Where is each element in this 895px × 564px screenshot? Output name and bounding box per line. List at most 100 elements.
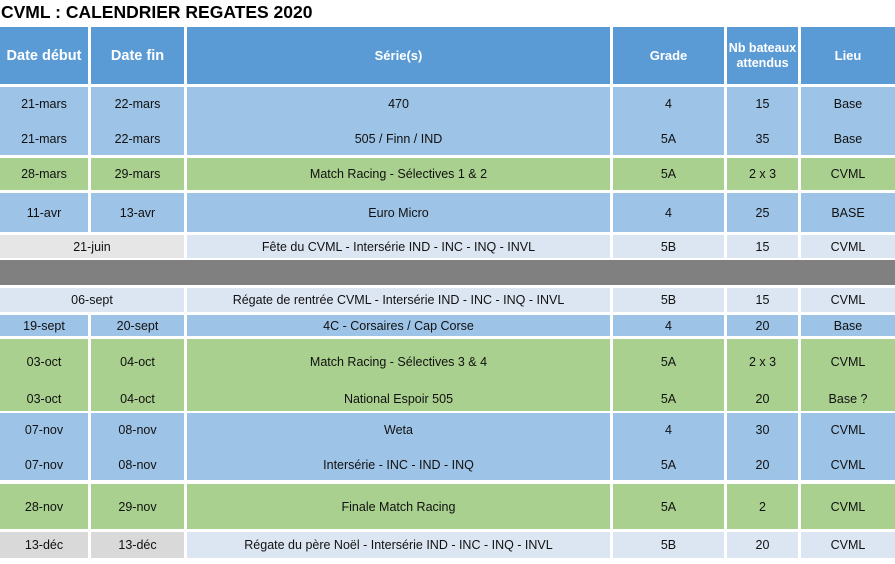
cell-series: Intersérie - INC - IND - INQ bbox=[323, 458, 474, 472]
cell-date-debut: 21-mars bbox=[21, 97, 67, 111]
cell-grade: 4 bbox=[613, 193, 724, 232]
cell-nb-bateaux: 2 bbox=[727, 484, 798, 529]
block-background bbox=[91, 413, 184, 480]
cell-date: 06-sept bbox=[0, 288, 184, 312]
season-separator bbox=[0, 260, 895, 285]
block-background bbox=[801, 87, 895, 155]
header-date-debut: Date début bbox=[0, 27, 88, 84]
page-title: CVML : CALENDRIER REGATES 2020 bbox=[1, 2, 313, 22]
cell-series: Régate du père Noël - Intersérie IND - I… bbox=[187, 532, 610, 558]
cell-nb-bateaux: 15 bbox=[755, 97, 770, 111]
cell-date-fin: 08-nov bbox=[118, 423, 157, 437]
cell-grade: 4 bbox=[613, 315, 724, 336]
block-background bbox=[0, 339, 88, 411]
cell-lieu: CVML bbox=[801, 288, 895, 312]
cell-date-debut: 28-mars bbox=[0, 158, 88, 190]
cell-series: National Espoir 505 bbox=[343, 392, 454, 406]
cell-series: Match Racing - Sélectives 3 & 4 bbox=[309, 355, 488, 369]
cell-series: 4C - Corsaires / Cap Corse bbox=[187, 315, 610, 336]
header-series: Série(s) bbox=[187, 27, 610, 84]
block-background bbox=[727, 413, 798, 480]
cell-series: 470 bbox=[388, 97, 409, 111]
cell-grade: 5B bbox=[613, 235, 724, 258]
cell-nb-bateaux: 35 bbox=[755, 132, 770, 146]
cell-grade: 5A bbox=[660, 392, 677, 406]
cell-nb-bateaux: 15 bbox=[727, 288, 798, 312]
cell-nb-bateaux: 2 x 3 bbox=[727, 158, 798, 190]
cell-lieu: CVML bbox=[830, 423, 866, 437]
block-background bbox=[187, 339, 610, 411]
cell-lieu: Base ? bbox=[828, 392, 868, 406]
cell-date-debut: 03-oct bbox=[26, 355, 62, 369]
cell-lieu: CVML bbox=[830, 458, 866, 472]
cell-date-fin: 08-nov bbox=[118, 458, 157, 472]
header-nb-bateaux: Nb bateaux attendus bbox=[727, 27, 798, 84]
block-background bbox=[187, 87, 610, 155]
cell-grade: 5B bbox=[613, 532, 724, 558]
cell-date-fin: 29-mars bbox=[91, 158, 184, 190]
cell-nb-bateaux: 20 bbox=[755, 392, 770, 406]
cell-nb-bateaux: 30 bbox=[755, 423, 770, 437]
block-background bbox=[727, 87, 798, 155]
cell-series: Régate de rentrée CVML - Intersérie IND … bbox=[187, 288, 610, 312]
cell-grade: 4 bbox=[665, 423, 672, 437]
cell-grade: 5B bbox=[613, 288, 724, 312]
cell-date-debut: 07-nov bbox=[24, 458, 64, 472]
cell-lieu: Base bbox=[801, 315, 895, 336]
cell-date-fin: 04-oct bbox=[120, 355, 155, 369]
cell-nb-bateaux: 25 bbox=[727, 193, 798, 232]
block-background bbox=[613, 87, 724, 155]
cell-nb-bateaux: 20 bbox=[727, 315, 798, 336]
block-background bbox=[801, 339, 895, 411]
cell-series: Match Racing - Sélectives 1 & 2 bbox=[187, 158, 610, 190]
cell-date: 21-juin bbox=[0, 235, 184, 258]
cell-date-fin: 29-nov bbox=[91, 484, 184, 529]
cell-nb-bateaux: 20 bbox=[727, 532, 798, 558]
cell-date-fin: 22-mars bbox=[114, 132, 161, 146]
block-background bbox=[613, 413, 724, 480]
block-background bbox=[91, 339, 184, 411]
cell-date-debut: 19-sept bbox=[0, 315, 88, 336]
cell-date-fin: 04-oct bbox=[120, 392, 155, 406]
cell-grade: 5A bbox=[613, 484, 724, 529]
cell-date-debut: 21-mars bbox=[21, 132, 67, 146]
cell-lieu: Base bbox=[833, 132, 863, 146]
block-background bbox=[727, 339, 798, 411]
cell-date-fin: 20-sept bbox=[91, 315, 184, 336]
block-background bbox=[613, 339, 724, 411]
cell-date-debut: 11-avr bbox=[0, 193, 88, 232]
cell-lieu: CVML bbox=[830, 355, 866, 369]
cell-lieu: BASE bbox=[801, 193, 895, 232]
block-background bbox=[187, 413, 610, 480]
cell-grade: 5A bbox=[660, 458, 677, 472]
cell-grade: 5A bbox=[660, 132, 677, 146]
cell-date-debut: 28-nov bbox=[0, 484, 88, 529]
cell-date-fin: 22-mars bbox=[114, 97, 161, 111]
cell-grade: 5A bbox=[613, 158, 724, 190]
cell-grade: 5A bbox=[660, 355, 677, 369]
cell-date-fin: 13-déc bbox=[91, 532, 184, 558]
cell-series: 505 / Finn / IND bbox=[354, 132, 443, 146]
block-background bbox=[0, 413, 88, 480]
cell-series: Fête du CVML - Intersérie IND - INC - IN… bbox=[187, 235, 610, 258]
block-background bbox=[0, 87, 88, 155]
cell-date-debut: 13-déc bbox=[0, 532, 88, 558]
cell-nb-bateaux: 15 bbox=[727, 235, 798, 258]
block-background bbox=[801, 413, 895, 480]
cell-grade: 4 bbox=[665, 97, 672, 111]
header-nb-bateaux-line1: Nb bateaux bbox=[728, 40, 797, 55]
cell-series: Finale Match Racing bbox=[187, 484, 610, 529]
cell-nb-bateaux: 2 x 3 bbox=[748, 355, 777, 369]
block-background bbox=[91, 87, 184, 155]
cell-nb-bateaux: 20 bbox=[755, 458, 770, 472]
header-nb-bateaux-line2: attendus bbox=[736, 55, 789, 70]
cell-lieu: CVML bbox=[801, 158, 895, 190]
header-lieu: Lieu bbox=[801, 27, 895, 84]
cell-lieu: CVML bbox=[801, 484, 895, 529]
cell-lieu: Base bbox=[833, 97, 863, 111]
cell-date-debut: 03-oct bbox=[26, 392, 62, 406]
header-date-fin: Date fin bbox=[91, 27, 184, 84]
cell-lieu: CVML bbox=[801, 235, 895, 258]
cell-series: Weta bbox=[384, 423, 413, 437]
cell-lieu: CVML bbox=[801, 532, 895, 558]
